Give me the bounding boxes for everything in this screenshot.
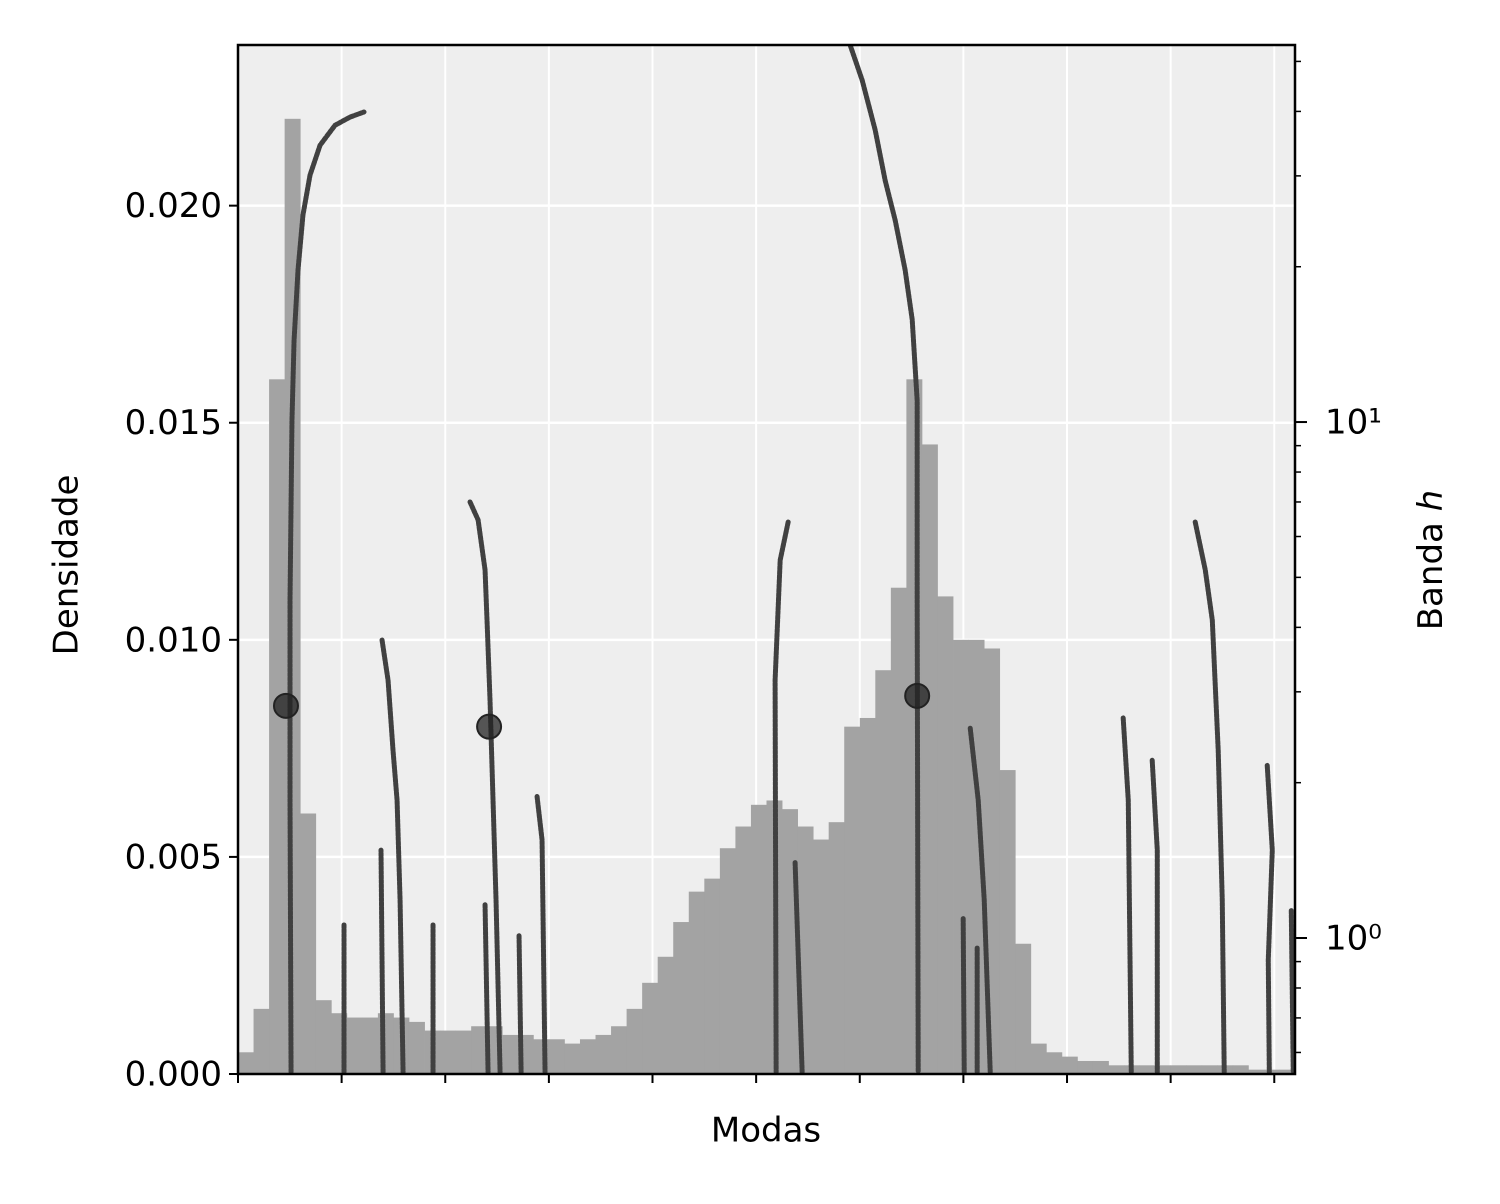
mode-trace — [467, 499, 503, 1074]
histogram-bar — [548, 1039, 565, 1074]
histogram-bar — [408, 1021, 425, 1074]
histogram-bar — [937, 596, 954, 1074]
histogram-bar — [813, 839, 830, 1074]
histogram-bar — [828, 822, 845, 1074]
y2-axis-label-text: Banda — [1411, 522, 1451, 630]
histogram-bar — [595, 1034, 612, 1074]
mode-trace — [772, 519, 791, 1074]
histogram-bar — [1092, 1060, 1109, 1074]
histogram-bar — [1139, 1065, 1156, 1074]
histogram-bar — [362, 1017, 379, 1074]
mode-trace — [847, 45, 921, 1074]
grid — [237, 45, 1295, 1076]
mode-trace — [1264, 762, 1275, 1074]
histogram-bar — [1108, 1065, 1125, 1074]
mode-trace — [378, 847, 386, 1074]
histogram-bar — [1061, 1056, 1078, 1074]
y-tick-label: 0.000 — [125, 1055, 222, 1095]
mode-trace — [967, 725, 993, 1074]
histogram-bar — [315, 1000, 332, 1074]
histogram-bar — [1263, 1069, 1280, 1074]
histogram-bar — [611, 1026, 628, 1074]
histogram-bar — [642, 982, 659, 1074]
y-tick-label: 0.010 — [125, 620, 222, 660]
mode-point — [476, 713, 503, 740]
histogram-bar — [844, 726, 861, 1074]
histogram-bar — [1077, 1060, 1094, 1074]
y2-axis-label-symbol: h — [1411, 490, 1451, 512]
histogram-bar — [673, 922, 690, 1074]
plot-marks — [238, 45, 1295, 1074]
histogram-bar — [579, 1039, 596, 1074]
y2-tick-label: 10¹ — [1325, 403, 1382, 443]
histogram-bar — [626, 1008, 643, 1074]
histogram-bar — [1015, 943, 1032, 1074]
y-tick-label: 0.015 — [125, 403, 222, 443]
histogram-bar — [688, 891, 705, 1074]
histogram-bar — [719, 848, 736, 1074]
histogram-bar — [1030, 1043, 1047, 1074]
histogram-bar — [953, 639, 969, 1074]
mode-trace — [534, 794, 548, 1074]
histogram-bar — [1155, 1065, 1172, 1074]
y2-tick-label: 10⁰ — [1325, 918, 1382, 958]
mode-trace — [1192, 519, 1227, 1074]
mode-trace — [1149, 757, 1160, 1074]
y-tick-label: 0.005 — [125, 837, 222, 877]
mode-trace — [1120, 715, 1134, 1074]
histogram-bar — [1046, 1052, 1063, 1074]
mode-point — [904, 682, 931, 709]
y-tick-label: 0.020 — [125, 186, 222, 226]
mode-trace — [792, 860, 805, 1074]
histogram-bar — [1201, 1065, 1218, 1074]
histogram-bar — [875, 670, 892, 1074]
mode-trace — [287, 109, 367, 1074]
histogram-bar — [1279, 1069, 1295, 1074]
histogram-bar — [238, 1052, 254, 1074]
histogram-bar — [1248, 1069, 1265, 1074]
histogram-bar — [890, 587, 907, 1074]
histogram-bar — [502, 1034, 519, 1074]
histogram-bar — [1232, 1065, 1249, 1074]
mode-trace — [516, 933, 524, 1074]
mode-trace — [482, 902, 491, 1074]
x-axis-label: Modas — [711, 1111, 821, 1151]
histogram-bar — [999, 770, 1016, 1074]
y-axis-label: Densidade — [47, 475, 87, 656]
mode-trace — [1288, 908, 1295, 1074]
histogram-bar — [269, 379, 286, 1074]
histogram-bar — [455, 1030, 472, 1074]
histogram-bar — [1170, 1065, 1187, 1074]
histogram-bar — [921, 444, 938, 1074]
histogram-bar — [657, 956, 674, 1074]
histogram-bar — [253, 1008, 270, 1074]
histogram-bar — [440, 1030, 457, 1074]
histogram-bar — [704, 878, 721, 1074]
mode-trace — [379, 637, 406, 1074]
histogram-bar — [735, 826, 752, 1074]
histogram-bar — [750, 804, 767, 1074]
mode-point — [272, 692, 299, 719]
y2-axis-label: Banda h — [1411, 490, 1451, 631]
histogram-bar — [859, 717, 876, 1074]
histogram-bar — [1186, 1065, 1203, 1074]
axes: 0.000 0.005 0.010 0.015 0.020 10⁰ 10¹ — [125, 60, 1382, 1095]
mode-trace — [960, 916, 967, 1074]
histogram-bar — [564, 1043, 581, 1074]
histogram-bar — [471, 1026, 488, 1074]
histogram-bar — [300, 813, 317, 1074]
plot-frame — [236, 43, 1297, 1076]
histogram-bar — [346, 1017, 363, 1074]
